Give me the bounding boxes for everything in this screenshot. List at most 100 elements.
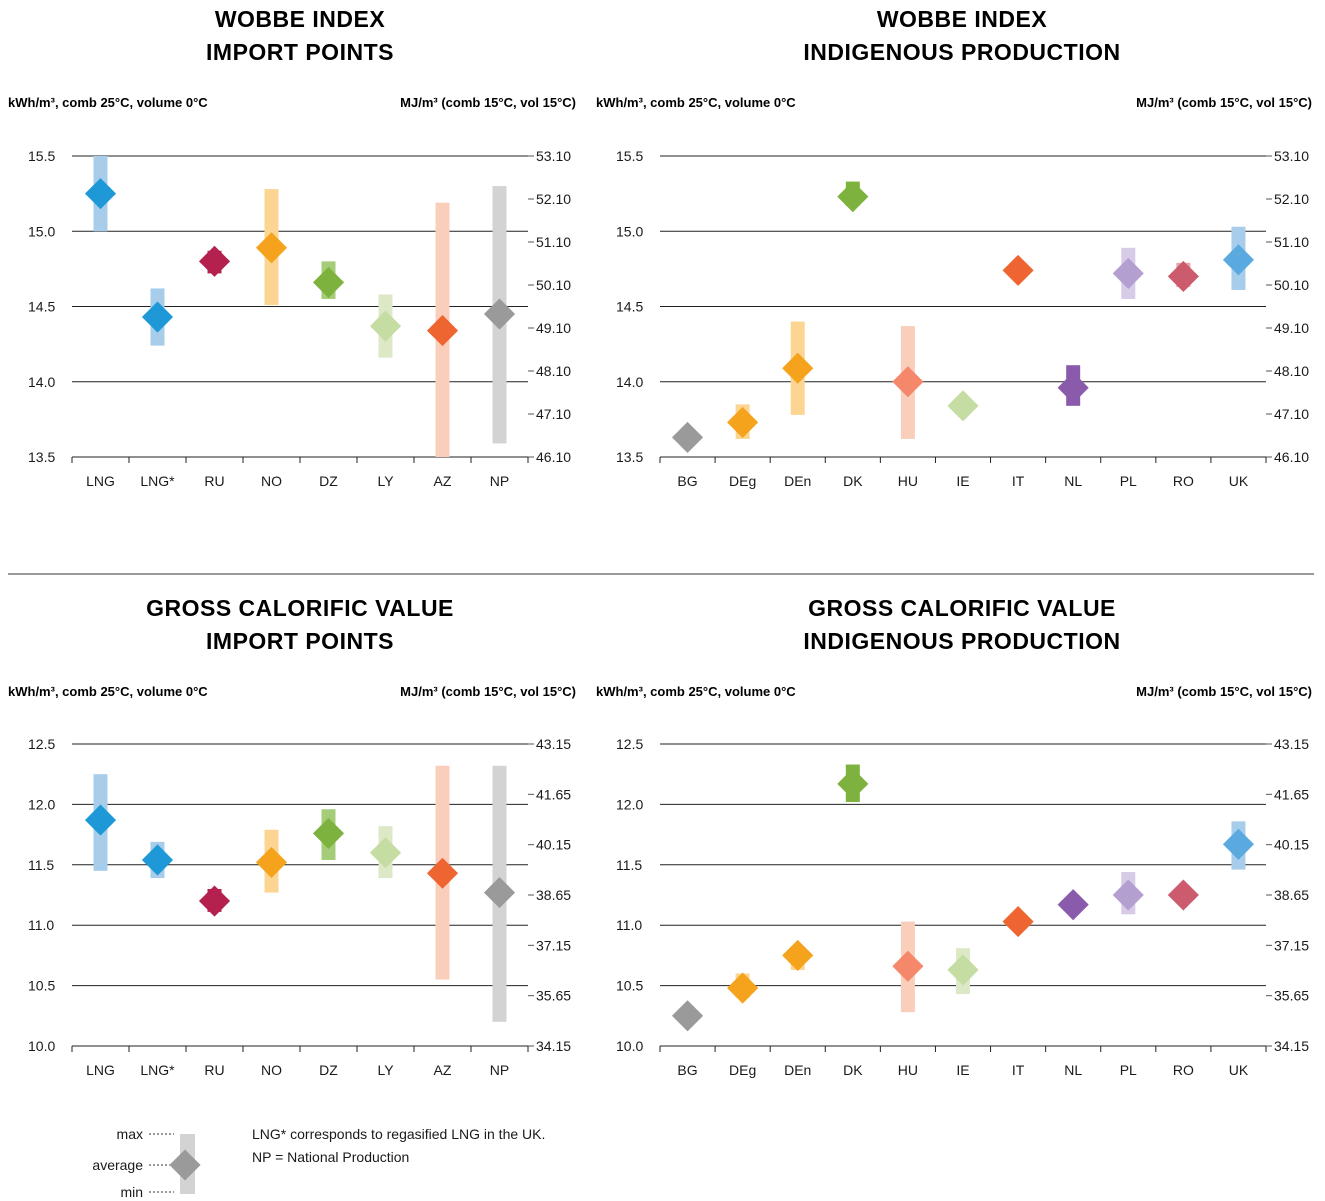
chart-3: GROSS CALORIFIC VALUE IMPORT POINTS kWh/m³…	[8, 595, 576, 1078]
right-tick-label: 38.65	[536, 887, 571, 903]
chart-2: WOBBE INDEX INDIGENOUS PRODUCTION kWh/m³, …	[596, 6, 1312, 489]
average-marker	[1112, 879, 1144, 911]
legend-average-marker	[169, 1149, 201, 1181]
x-tick-label: IT	[1012, 1062, 1025, 1078]
right-tick-label: 52.10	[1274, 191, 1309, 207]
right-tick-label: 52.10	[536, 191, 571, 207]
average-marker	[198, 245, 231, 277]
average-marker	[782, 352, 814, 384]
chart-title-line-2: INDIGENOUS PRODUCTION	[803, 39, 1120, 65]
x-tick-label: RU	[204, 1062, 224, 1078]
x-tick-label: LY	[377, 473, 394, 489]
right-axis-unit-label: MJ/m³ (comb 15°C, vol 15°C)	[400, 684, 576, 699]
y-tick-label: 15.5	[28, 148, 55, 164]
average-marker	[312, 266, 345, 298]
y-tick-label: 10.0	[616, 1038, 643, 1054]
right-tick-label: 40.15	[536, 837, 571, 853]
x-tick-label: RO	[1173, 473, 1194, 489]
right-tick-label: 37.15	[1274, 937, 1309, 953]
average-marker	[84, 804, 117, 836]
legend-average-label: average	[92, 1157, 143, 1173]
x-tick-label: NO	[261, 473, 282, 489]
x-tick-label: RU	[204, 473, 224, 489]
y-tick-label: 15.0	[616, 223, 643, 239]
left-axis-unit-label: kWh/m³, comb 25°C, volume 0°C	[596, 684, 796, 699]
chart-title-line-1: GROSS CALORIFIC VALUE	[146, 595, 454, 621]
right-tick-label: 38.65	[1274, 887, 1309, 903]
average-marker	[1222, 828, 1255, 860]
x-tick-label: UK	[1229, 473, 1249, 489]
average-marker	[483, 877, 516, 909]
right-tick-label: 48.10	[1274, 363, 1309, 379]
average-marker	[782, 939, 814, 971]
left-axis-unit-label: kWh/m³, comb 25°C, volume 0°C	[8, 684, 208, 699]
average-marker	[141, 844, 174, 876]
right-tick-label: 43.15	[536, 736, 571, 752]
right-tick-label: 51.10	[1274, 234, 1309, 250]
right-tick-label: 50.10	[536, 277, 571, 293]
x-tick-label: RO	[1173, 1062, 1194, 1078]
chart-4: GROSS CALORIFIC VALUE INDIGENOUS PRODUCTI…	[596, 595, 1312, 1078]
right-tick-label: 53.10	[1274, 148, 1309, 164]
average-marker	[1112, 257, 1144, 289]
right-tick-label: 47.10	[536, 406, 571, 422]
x-tick-label: LNG	[86, 473, 115, 489]
y-tick-label: 14.5	[28, 299, 55, 315]
x-tick-label: LY	[377, 1062, 394, 1078]
x-tick-label: LNG*	[140, 1062, 175, 1078]
x-tick-label: LNG*	[140, 473, 175, 489]
average-marker	[727, 972, 759, 1004]
average-marker	[369, 310, 402, 342]
right-tick-label: 43.15	[1274, 736, 1309, 752]
y-tick-label: 10.0	[28, 1038, 55, 1054]
right-tick-label: 47.10	[1274, 406, 1309, 422]
average-marker	[727, 406, 759, 438]
right-tick-label: 40.15	[1274, 837, 1309, 853]
y-tick-label: 14.0	[616, 374, 643, 390]
left-axis-unit-label: kWh/m³, comb 25°C, volume 0°C	[596, 95, 796, 110]
y-tick-label: 14.0	[28, 374, 55, 390]
y-tick-label: 13.5	[616, 449, 643, 465]
x-tick-label: DEn	[784, 1062, 811, 1078]
right-axis-unit-label: MJ/m³ (comb 15°C, vol 15°C)	[1136, 95, 1312, 110]
average-marker	[255, 846, 288, 878]
average-marker	[84, 178, 117, 210]
x-tick-label: NP	[490, 473, 509, 489]
y-tick-label: 10.5	[616, 978, 643, 994]
y-tick-label: 13.5	[28, 449, 55, 465]
average-marker	[198, 885, 231, 917]
average-marker	[1002, 254, 1034, 286]
x-tick-label: IT	[1012, 473, 1025, 489]
chart-title-line-1: GROSS CALORIFIC VALUE	[808, 595, 1116, 621]
right-axis-unit-label: MJ/m³ (comb 15°C, vol 15°C)	[1136, 684, 1312, 699]
x-tick-label: DZ	[319, 1062, 338, 1078]
right-tick-label: 51.10	[536, 234, 571, 250]
y-tick-label: 10.5	[28, 978, 55, 994]
x-tick-label: NL	[1064, 1062, 1082, 1078]
right-tick-label: 34.15	[536, 1038, 571, 1054]
x-tick-label: NO	[261, 1062, 282, 1078]
average-marker	[947, 954, 979, 986]
average-marker	[671, 421, 704, 453]
average-marker	[837, 181, 869, 213]
average-marker	[1057, 889, 1089, 921]
x-tick-label: DEg	[729, 1062, 756, 1078]
x-tick-label: DK	[843, 473, 863, 489]
chart-1: WOBBE INDEX IMPORT POINTS kWh/m³, comb 25°…	[8, 6, 576, 489]
average-marker	[892, 366, 924, 398]
left-axis-unit-label: kWh/m³, comb 25°C, volume 0°C	[8, 95, 208, 110]
note-lng-star: LNG* corresponds to regasified LNG in th…	[252, 1126, 545, 1142]
average-marker	[369, 837, 402, 869]
average-marker	[312, 817, 345, 849]
chart-title-line-2: IMPORT POINTS	[206, 628, 394, 654]
right-tick-label: 49.10	[536, 320, 571, 336]
right-tick-label: 50.10	[1274, 277, 1309, 293]
right-tick-label: 41.65	[536, 786, 571, 802]
x-tick-label: BG	[677, 473, 697, 489]
average-marker	[1222, 244, 1255, 276]
x-tick-label: HU	[898, 1062, 918, 1078]
average-marker	[1057, 372, 1089, 404]
y-tick-label: 12.5	[616, 736, 643, 752]
x-tick-label: AZ	[434, 1062, 452, 1078]
x-tick-label: AZ	[434, 473, 452, 489]
